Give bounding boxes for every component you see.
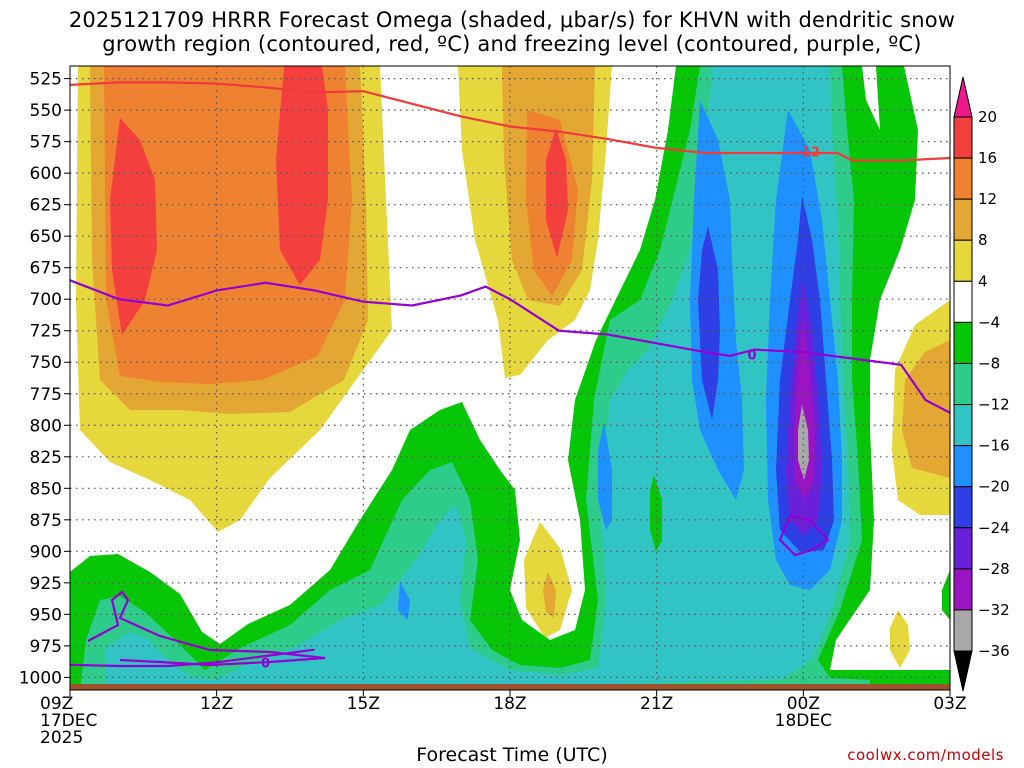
x-tick-label: 18Z — [493, 694, 526, 714]
y-tick-label: 650 — [30, 227, 62, 247]
colorbar-bottom-arrow — [953, 650, 973, 692]
x-tick-label: 21Z — [640, 694, 673, 714]
omega-band-neg20a — [698, 226, 720, 420]
colorbar-band — [953, 157, 973, 200]
x-tick-label: 03Z — [933, 694, 966, 714]
colorbar-label: −12 — [978, 396, 1010, 414]
omega-band-neg12 — [106, 66, 850, 688]
omega-band-16a — [110, 118, 157, 335]
y-tick-label: 950 — [30, 605, 62, 625]
x-tick-label: 17DEC — [40, 711, 97, 731]
y-axis-labels: 525 550 575 600 625 650 675 700 725 750 775 800 825 8… — [19, 70, 62, 689]
y-tick-label: 775 — [30, 385, 62, 405]
y-tick-label: 875 — [30, 511, 62, 531]
y-tick-label: 900 — [30, 542, 62, 562]
grid — [64, 66, 951, 696]
chart-title-line-1: 2025121709 HRRR Forecast Omega (shaded, … — [68, 8, 956, 32]
colorbar-band — [953, 568, 973, 611]
y-tick-label: 725 — [30, 322, 62, 342]
plot-frame — [69, 65, 951, 691]
y-tick-label: 625 — [30, 196, 62, 216]
colorbar-label: 16 — [978, 149, 997, 167]
y-tick-label: 975 — [30, 637, 62, 657]
y-tick-label: 925 — [30, 574, 62, 594]
omega-band-neg12-w — [650, 475, 662, 552]
contour-line-freezing — [70, 279, 950, 414]
colorbar-label: 20 — [978, 108, 997, 126]
colorbar: 20 16 12 8 4 −4 −8 −12 −16 −20 −24 −28 −32 −36 — [953, 76, 1010, 692]
y-tick-label: 525 — [30, 70, 62, 90]
colorbar-band — [953, 321, 973, 364]
y-tick-label: 825 — [30, 448, 62, 468]
y-tick-label: 675 — [30, 259, 62, 279]
y-tick-label: 575 — [30, 133, 62, 153]
colorbar-label: −28 — [978, 560, 1010, 578]
omega-band-neg32 — [798, 405, 809, 480]
omega-band-8c — [543, 572, 556, 618]
x-tick-label: 15Z — [347, 694, 380, 714]
colorbar-label: −8 — [978, 354, 1000, 372]
dgz-contour-label: -12 — [796, 146, 820, 161]
colorbar-band — [953, 404, 973, 447]
freezing-contour-label: 0 — [747, 349, 756, 364]
x-tick-label: 18DEC — [775, 711, 832, 731]
colorbar-label: −24 — [978, 519, 1010, 537]
y-tick-label: 550 — [30, 101, 62, 121]
colorbar-label: −16 — [978, 437, 1010, 455]
chart-title-line-2: growth region (contoured, red, ºC) and f… — [102, 32, 922, 56]
omega-band-4e — [890, 610, 910, 668]
omega-band-16c — [546, 128, 568, 258]
contours: -12 0 0 — [70, 81, 950, 671]
colorbar-band — [953, 280, 973, 323]
freezing-contour-label: 0 — [261, 656, 270, 671]
omega-band-neg16c — [598, 422, 612, 530]
colorbar-band — [953, 198, 973, 241]
colorbar-label: 8 — [978, 231, 988, 249]
omega-band-8d — [902, 340, 950, 478]
y-tick-label: 600 — [30, 164, 62, 184]
colorbar-label: −20 — [978, 478, 1010, 496]
y-tick-label: 850 — [30, 479, 62, 499]
colorbar-band — [953, 609, 973, 652]
colorbar-band — [953, 486, 973, 529]
omega-band-neg16d — [398, 582, 410, 620]
x-tick-label: 12Z — [200, 694, 233, 714]
contour-line-freezing-ring — [778, 514, 830, 557]
y-tick-label: 700 — [30, 290, 62, 310]
y-tick-label: 800 — [30, 416, 62, 436]
omega-band-neg4-right — [942, 570, 950, 620]
x-axis-title: Forecast Time (UTC) — [416, 744, 608, 766]
contour-line-dgz — [70, 81, 950, 162]
colorbar-label: −32 — [978, 601, 1010, 619]
colorbar-band — [953, 116, 973, 159]
y-tick-label: 750 — [30, 353, 62, 373]
colorbar-label: −4 — [978, 313, 1000, 331]
colorbar-band — [953, 445, 973, 488]
colorbar-top-arrow — [953, 76, 973, 118]
contour-line-freezing-loop — [87, 590, 326, 667]
colorbar-label: 12 — [978, 190, 997, 208]
y-tick-label: 1000 — [19, 668, 62, 688]
ground-surface — [70, 684, 950, 690]
colorbar-label: −36 — [978, 642, 1010, 660]
colorbar-band — [953, 527, 973, 570]
omega-band-16b — [276, 66, 328, 285]
x-tick-label: 00Z — [787, 694, 820, 714]
colorbar-label: 4 — [978, 272, 988, 290]
colorbar-band — [953, 239, 973, 282]
credit-text: coolwx.com/models — [847, 746, 1004, 764]
x-tick-label: 2025 — [40, 728, 83, 748]
x-tick-label: 09Z — [40, 694, 73, 714]
colorbar-band — [953, 362, 973, 406]
